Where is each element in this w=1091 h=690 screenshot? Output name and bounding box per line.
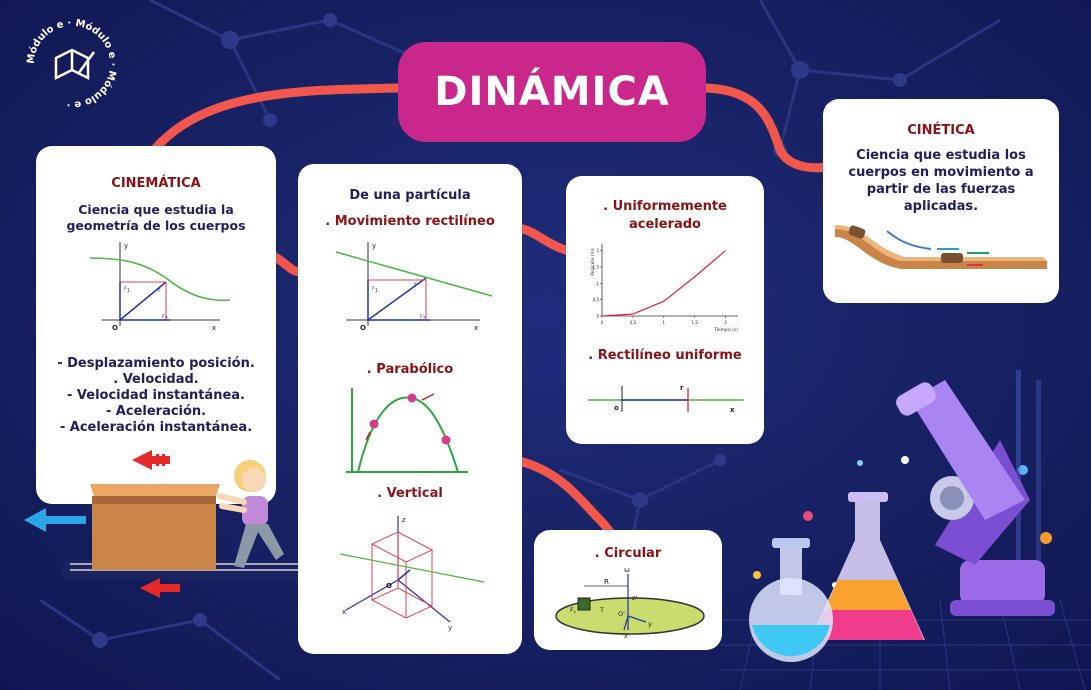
rectilineo-label: Movimiento rectilíneo (334, 214, 495, 229)
chart-y-tick-label: 1,5 (593, 264, 600, 269)
cinematica-topic: . Velocidad. (113, 372, 199, 387)
vertical-axis-x: x (342, 608, 346, 616)
round-flask-illustration (749, 538, 833, 662)
cinematica-origin: O (112, 324, 118, 332)
rectilineo-uniforme-origin: o (614, 404, 619, 412)
cinematica-topic: - Aceleración instantánea. (59, 420, 253, 435)
circular-omega: ω (624, 566, 630, 574)
rectilineo-uniforme-x: x (730, 406, 735, 414)
uniforme-acelerado-label: Uniformemente acelerado (612, 199, 727, 232)
cinematica-card: CINEMÁTICA Ciencia que estudia la geomet… (36, 146, 276, 504)
uniforme-acelerado-chart: 0 0,5 1 1,5 2 0 0,5 1 1,5 2 Tiempo (s) Posición (m) (589, 244, 738, 333)
chart-y-label: Posición (m) (589, 248, 596, 276)
vertical-label: Vertical (386, 486, 443, 501)
circular-O: O' (618, 610, 625, 618)
cinematica-r2-label: r2 (162, 312, 168, 322)
circular-y: y (648, 620, 652, 628)
uniforme-acelerado-heading: . Uniformemente acelerado (603, 199, 727, 232)
particula-heading: De una partícula (349, 188, 471, 203)
chart-x-tick-label: 1,5 (692, 320, 699, 325)
molecule-nodes (92, 13, 907, 648)
chart-x-tick-label: 2 (724, 320, 727, 325)
circular-R: R (604, 578, 609, 586)
cinematica-r-label: r (158, 286, 161, 294)
chart-y-tick-label: 0,5 (593, 297, 600, 302)
rectilineo-heading: . Movimiento rectilíneo (325, 214, 495, 229)
cinematica-r1-label: r1 (124, 284, 130, 294)
cinematica-displacement-graph: y x O r1 r r2 (89, 242, 231, 332)
circular-diagram: ω R Fr T z' O' y x' (555, 566, 705, 640)
rectilineo-r1-label: r1 (372, 284, 378, 294)
rectilineo-axis-x: x (474, 324, 478, 332)
circular-card: . Circular ω R Fr T z' O' y x' (534, 530, 722, 650)
cinetica-description: Ciencia que estudia los cuerpos en movim… (848, 148, 1034, 214)
rectilineo-uniforme-r: r (680, 384, 684, 392)
chart-x-tick-label: 0,5 (630, 320, 637, 325)
cinematica-axis-x: x (212, 324, 216, 332)
parabolico-heading: . Parabólico (366, 362, 454, 377)
circular-label: Circular (604, 546, 662, 561)
microscope-illustration (896, 370, 1055, 616)
cinematica-heading: CINEMÁTICA (111, 176, 201, 191)
particula-card: De una partícula . Movimiento rectilíneo… (298, 164, 522, 654)
book-pencil-icon (54, 48, 96, 81)
cinematica-topic-list: - Desplazamiento posición. . Velocidad. … (40, 356, 272, 436)
circular-x: x' (624, 632, 630, 640)
cinematica-description: Ciencia que estudia la geometría de los … (66, 202, 246, 233)
cinetica-card: CINÉTICA Ciencia que estudia los cuerpos… (823, 99, 1059, 303)
cinematica-topic: - Desplazamiento posición. (57, 356, 255, 371)
chart-x-tick-label: 0 (601, 320, 604, 325)
chart-x-label: Tiempo (s) (713, 327, 738, 333)
boy-pushing-box-illustration (24, 450, 320, 598)
rectilineo-origin: O (360, 324, 366, 332)
rectilineo-axis-y: y (372, 242, 376, 250)
vertical-axis-z: z (402, 516, 406, 524)
cinetica-heading: CINÉTICA (907, 123, 975, 138)
vertical-origin: O (386, 582, 392, 590)
modulo-logo: Módulo e · Módulo e · Módulo e · (20, 12, 124, 116)
circular-T: T (599, 606, 604, 614)
boy-icon (217, 460, 284, 568)
rectilineo-uniforme-heading: . Rectilíneo uniforme (588, 348, 742, 363)
arrow-left-red-icon (132, 450, 170, 470)
cinematica-topic: - Velocidad instantánea. (66, 388, 245, 403)
circular-Fr: Fr (570, 606, 577, 616)
arrow-right-red-icon (140, 578, 180, 598)
arrow-left-blue-icon (24, 508, 86, 532)
page-title: DINÁMICA (398, 42, 706, 142)
circular-heading: . Circular (594, 546, 662, 561)
rectilineo-r2-label: r2 (420, 312, 426, 322)
rectilineo-uniforme-axis: o r x (588, 384, 744, 414)
rectilineo-graph: y x O r1 r r2 (335, 242, 493, 332)
rectilineo-r-label: r (414, 280, 417, 288)
chart-y-tick-label: 1 (596, 281, 599, 286)
ramp-illustration (835, 225, 1047, 269)
chart-series-line (601, 250, 727, 317)
box-icon (90, 484, 220, 570)
parabolico-graph (346, 388, 468, 473)
chart-x-tick-label: 1 (663, 320, 666, 325)
cinematica-topic: - Aceleración. (105, 404, 207, 419)
vertical-graph: z x y O (339, 516, 485, 632)
vertical-axis-y: y (448, 624, 452, 632)
parabolico-label: Parabólico (376, 362, 454, 377)
vertical-heading: . Vertical (377, 486, 443, 501)
rectilineo-uniforme-label: Rectilíneo uniforme (597, 348, 742, 363)
flask-illustration (810, 492, 925, 640)
chart-y-tick-label: 0 (596, 314, 599, 319)
chart-y-tick-label: 2 (596, 248, 599, 253)
uniforme-card: . Uniformemente acelerado 0 0,5 1 1,5 2 0 0,5 1… (566, 176, 764, 444)
circular-z: z' (632, 594, 637, 602)
cinematica-axis-y: y (124, 242, 128, 250)
